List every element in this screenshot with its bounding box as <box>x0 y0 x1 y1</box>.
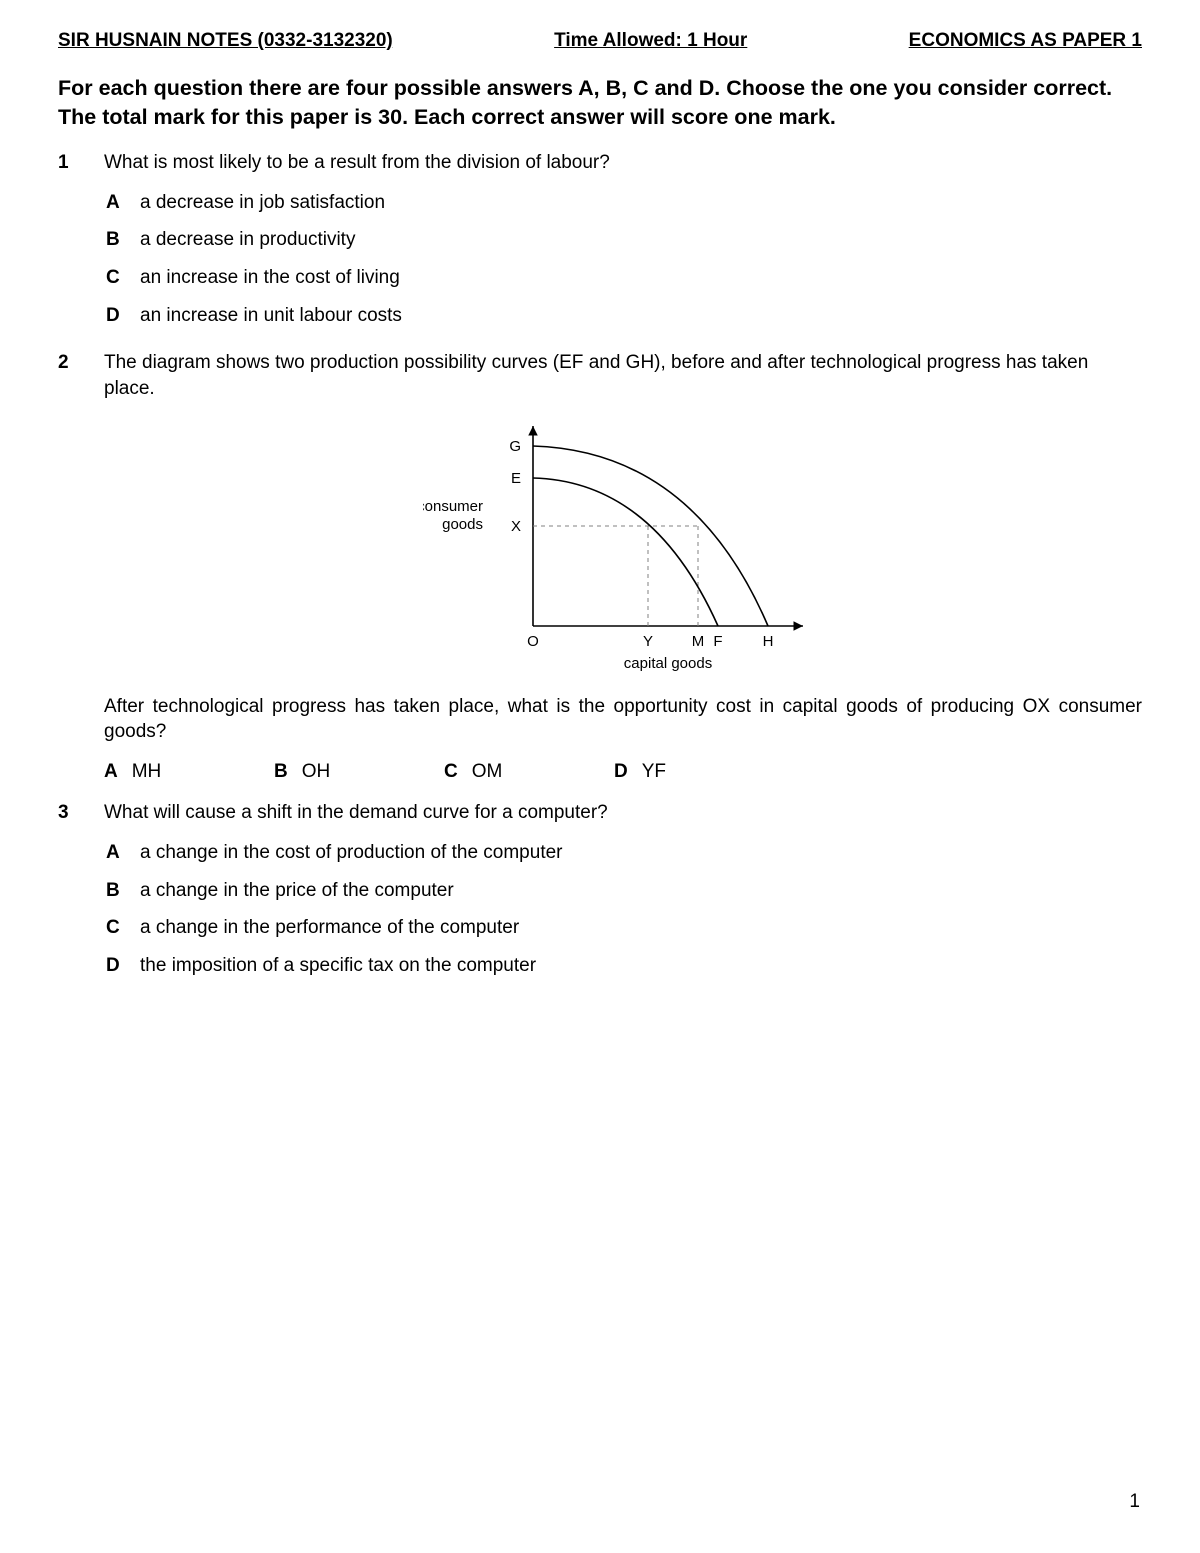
option-b: B OH <box>274 759 444 785</box>
option-letter: C <box>444 759 458 785</box>
option-letter: D <box>106 953 140 979</box>
header-right: ECONOMICS AS PAPER 1 <box>909 30 1142 52</box>
option-b: B a decrease in productivity <box>104 227 1142 253</box>
page-number: 1 <box>1129 1491 1140 1513</box>
svg-text:X: X <box>511 518 521 535</box>
question-1: 1 What is most likely to be a result fro… <box>58 150 1142 340</box>
option-text: a change in the cost of production of th… <box>140 840 1142 866</box>
option-d: D YF <box>614 759 784 785</box>
svg-text:E: E <box>511 470 521 487</box>
inline-options: A MH B OH C OM D YF <box>104 759 1142 785</box>
option-letter: A <box>106 190 140 216</box>
svg-text:M: M <box>692 633 705 650</box>
svg-text:G: G <box>509 438 521 455</box>
svg-text:O: O <box>527 633 539 650</box>
option-b: B a change in the price of the computer <box>104 878 1142 904</box>
svg-text:consumer: consumer <box>423 498 483 515</box>
page-header: SIR HUSNAIN NOTES (0332-3132320) Time Al… <box>58 30 1142 52</box>
option-text: OM <box>472 759 503 785</box>
question-stem: What is most likely to be a result from … <box>104 150 1142 176</box>
option-letter: C <box>106 915 140 941</box>
option-a: A MH <box>104 759 274 785</box>
option-c: C an increase in the cost of living <box>104 265 1142 291</box>
option-letter: C <box>106 265 140 291</box>
option-d: D an increase in unit labour costs <box>104 303 1142 329</box>
option-letter: A <box>106 840 140 866</box>
svg-text:Y: Y <box>643 633 653 650</box>
question-stem: The diagram shows two production possibi… <box>104 350 1142 401</box>
question-stem: What will cause a shift in the demand cu… <box>104 800 1142 826</box>
option-c: C a change in the performance of the com… <box>104 915 1142 941</box>
option-text: a change in the performance of the compu… <box>140 915 1142 941</box>
option-text: a decrease in job satisfaction <box>140 190 1142 216</box>
option-letter: B <box>106 878 140 904</box>
option-text: the imposition of a specific tax on the … <box>140 953 1142 979</box>
option-letter: B <box>274 759 288 785</box>
option-c: C OM <box>444 759 614 785</box>
svg-text:capital goods: capital goods <box>624 655 712 672</box>
option-d: D the imposition of a specific tax on th… <box>104 953 1142 979</box>
svg-text:H: H <box>763 633 774 650</box>
ppc-svg: GE X O Y MF Hconsumergoods capital goods <box>423 416 823 676</box>
question-3: 3 What will cause a shift in the demand … <box>58 800 1142 990</box>
option-text: a decrease in productivity <box>140 227 1142 253</box>
header-left: SIR HUSNAIN NOTES (0332-3132320) <box>58 30 393 52</box>
option-letter: D <box>614 759 628 785</box>
option-text: YF <box>642 759 666 785</box>
option-text: OH <box>302 759 331 785</box>
option-letter: B <box>106 227 140 253</box>
option-a: A a decrease in job satisfaction <box>104 190 1142 216</box>
option-a: A a change in the cost of production of … <box>104 840 1142 866</box>
option-letter: D <box>106 303 140 329</box>
option-text: MH <box>132 759 162 785</box>
svg-text:F: F <box>713 633 722 650</box>
svg-text:goods: goods <box>442 516 483 533</box>
header-center: Time Allowed: 1 Hour <box>554 30 747 52</box>
instructions-text: For each question there are four possibl… <box>58 74 1142 132</box>
question-2: 2 The diagram shows two production possi… <box>58 350 1142 790</box>
question-followup: After technological progress has taken p… <box>104 694 1142 745</box>
question-number: 2 <box>58 350 104 790</box>
question-number: 3 <box>58 800 104 990</box>
option-text: a change in the price of the computer <box>140 878 1142 904</box>
option-letter: A <box>104 759 118 785</box>
option-text: an increase in the cost of living <box>140 265 1142 291</box>
option-text: an increase in unit labour costs <box>140 303 1142 329</box>
question-number: 1 <box>58 150 104 340</box>
ppc-diagram: GE X O Y MF Hconsumergoods capital goods <box>104 416 1142 676</box>
